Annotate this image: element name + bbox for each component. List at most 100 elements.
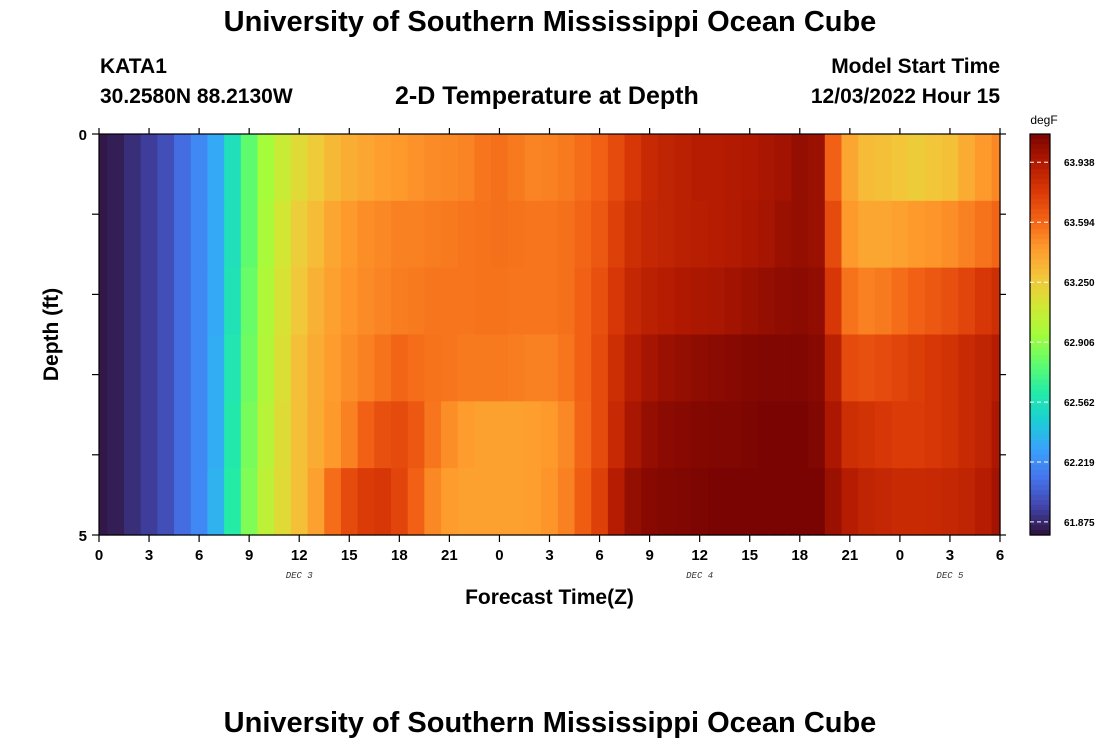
model-start-value: 12/03/2022 Hour 15: [810, 85, 1000, 108]
heatmap-cell: [908, 334, 926, 402]
heatmap-cell: [908, 267, 926, 336]
colorbar-segment: [1030, 139, 1050, 145]
colorbar-segment: [1030, 439, 1050, 446]
heatmap-cell: [708, 134, 726, 202]
day-label: DEC 3: [286, 571, 314, 581]
heatmap-cell: [474, 134, 492, 202]
heatmap-cell: [474, 200, 492, 269]
x-tick-label: 3: [946, 547, 954, 564]
heatmap-cell: [224, 401, 242, 469]
heatmap-cell: [941, 200, 959, 269]
heatmap-cell: [374, 468, 392, 536]
heatmap-cell: [691, 334, 709, 402]
heatmap-cell: [708, 468, 726, 536]
heatmap-cell: [541, 200, 559, 269]
heatmap-cell: [908, 401, 926, 469]
colorbar-segment: [1030, 469, 1050, 476]
heatmap-cell: [124, 468, 142, 536]
heatmap-cell: [240, 468, 259, 536]
heatmap-cell: [991, 401, 1001, 469]
heatmap-cell: [758, 134, 776, 202]
x-tick-label: 9: [245, 547, 253, 564]
heatmap-cell: [190, 401, 209, 469]
colorbar-segment: [1030, 384, 1050, 391]
heatmap-cell: [607, 334, 626, 402]
heatmap-cell: [190, 468, 209, 536]
heatmap-cell: [107, 334, 125, 402]
heatmap-cell: [908, 468, 926, 536]
heatmap-cell: [974, 468, 993, 536]
colorbar-segment: [1030, 494, 1050, 501]
heatmap-cell: [624, 134, 642, 202]
heatmap-cell: [441, 200, 459, 269]
heatmap-cell: [524, 401, 542, 469]
colorbar-segment: [1030, 434, 1050, 441]
heatmap-cell: [557, 468, 576, 536]
colorbar-segment: [1030, 329, 1050, 336]
heatmap-cell: [858, 468, 876, 536]
x-tick-label: 12: [291, 547, 308, 564]
heatmap-cell: [591, 401, 609, 469]
heatmap-cell: [374, 267, 392, 336]
heatmap-cell: [591, 134, 609, 202]
heatmap-cell: [357, 134, 375, 202]
heatmap-cell: [674, 267, 692, 336]
heatmap-cell: [474, 267, 492, 336]
heatmap-cell: [774, 401, 793, 469]
heatmap-cell: [657, 334, 676, 402]
heatmap-cell: [190, 267, 209, 336]
heatmap-cell: [724, 267, 742, 336]
heatmap-cell: [741, 401, 759, 469]
heatmap-cell: [457, 200, 476, 269]
colorbar-segment: [1030, 389, 1050, 396]
heatmap-cell: [724, 468, 742, 536]
heatmap-cell: [808, 401, 826, 469]
heatmap-cell: [424, 468, 442, 536]
colorbar-segment: [1030, 369, 1050, 376]
colorbar-segment: [1030, 429, 1050, 436]
chart-subtitle: 2-D Temperature at Depth: [395, 82, 699, 110]
heatmap-cell: [824, 334, 843, 402]
heatmap-cell: [274, 401, 292, 469]
heatmap-cell: [290, 267, 309, 336]
colorbar-segment: [1030, 294, 1050, 301]
heatmap-cell: [274, 134, 292, 202]
station-id: KATA1: [100, 55, 167, 78]
x-axis-label: Forecast Time(Z): [465, 586, 634, 609]
heatmap-cell: [841, 267, 859, 336]
heatmap-cell: [207, 401, 225, 469]
heatmap-cell: [157, 468, 175, 536]
colorbar-segment: [1030, 459, 1050, 466]
heatmap-cell: [457, 401, 476, 469]
heatmap-cell: [240, 200, 259, 269]
heatmap-cell: [758, 334, 776, 402]
heatmap-cell: [491, 134, 509, 202]
heatmap-cell: [491, 468, 509, 536]
heatmap-cell: [858, 200, 876, 269]
heatmap-cell: [724, 134, 742, 202]
heatmap-cell: [641, 401, 659, 469]
heatmap-cell: [257, 468, 275, 536]
x-tick-label: 18: [391, 547, 408, 564]
colorbar-segment: [1030, 514, 1050, 521]
heatmap-cell: [974, 334, 993, 402]
colorbar-segment: [1030, 144, 1050, 150]
heatmap-cell: [307, 134, 325, 202]
heatmap-cell: [524, 200, 542, 269]
heatmap-cell: [808, 200, 826, 269]
heatmap-cell: [274, 200, 292, 269]
heatmap-cell: [257, 334, 275, 402]
heatmap-cell: [290, 134, 309, 202]
heatmap-cell: [991, 200, 1001, 269]
heatmap-cell: [824, 468, 843, 536]
heatmap-cell: [224, 267, 242, 336]
heatmap-cell: [791, 468, 809, 536]
heatmap-cell: [157, 401, 175, 469]
heatmap-cell: [741, 267, 759, 336]
colorbar-segment: [1030, 354, 1050, 361]
x-tick-label: 6: [195, 547, 203, 564]
heatmap-cell: [841, 200, 859, 269]
heatmap-cell: [124, 334, 142, 402]
heatmap-cell: [924, 134, 943, 202]
heatmap-cell: [357, 401, 375, 469]
